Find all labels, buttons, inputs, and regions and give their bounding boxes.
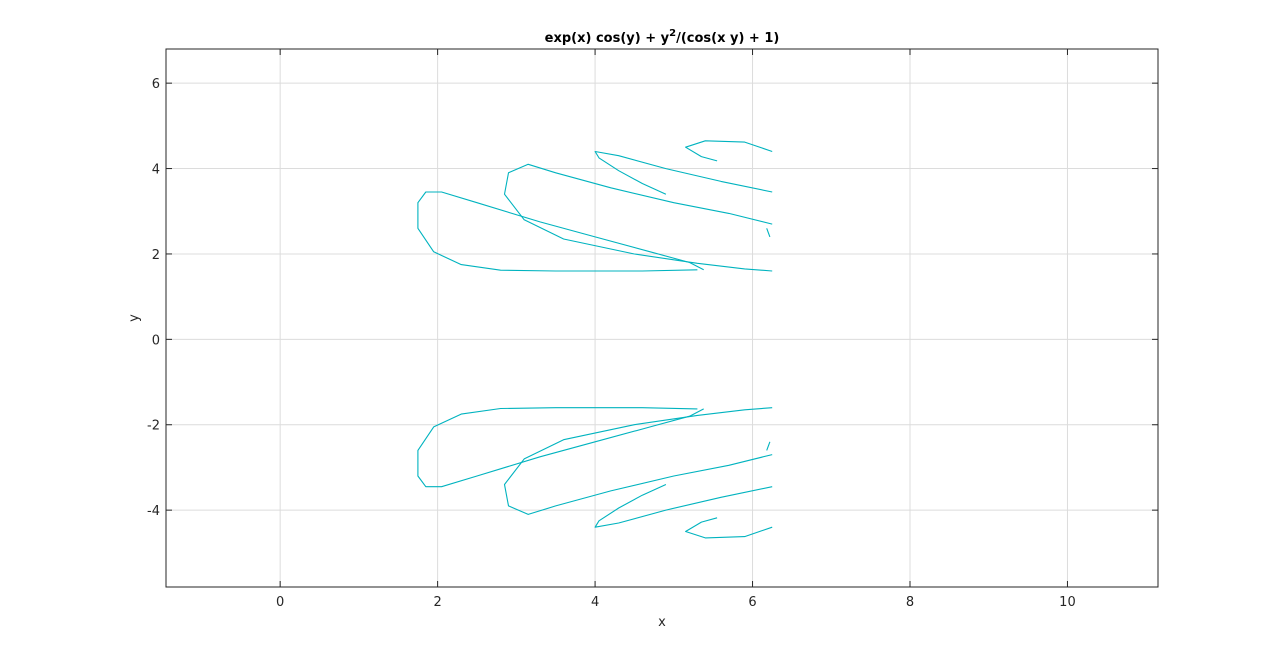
y-tick-label: 6	[152, 77, 160, 92]
contour-line	[503, 407, 773, 515]
x-tick-label: 6	[748, 595, 756, 610]
contour-line	[685, 517, 773, 539]
y-axis-label: y	[127, 314, 142, 322]
y-tick-label: -2	[147, 419, 160, 434]
x-tick-label: 10	[1059, 595, 1076, 610]
y-tick-label: -4	[147, 504, 160, 519]
y-tick-label: 4	[152, 163, 160, 178]
plot-area-frame	[165, 48, 1159, 588]
contour-line	[417, 407, 704, 488]
axis-ticks: 0 2 4 6 8 10 -4 -2 0 2 4 6	[147, 49, 1158, 610]
contour-line	[417, 191, 704, 272]
contour-line	[685, 140, 773, 162]
contour-line	[766, 441, 771, 451]
x-tick-label: 4	[591, 595, 599, 610]
grid	[166, 49, 1158, 587]
contour-line	[594, 150, 773, 195]
contour-line	[503, 163, 773, 272]
title-superscript: 2	[669, 28, 676, 39]
y-tick-label: 0	[152, 333, 160, 348]
y-tick-label: 2	[152, 248, 160, 263]
x-axis-label: x	[658, 615, 666, 630]
contour-line	[594, 483, 773, 528]
title-main: exp(x) cos(y) + y	[545, 31, 670, 46]
title-rest: /(cos(x y) + 1)	[676, 31, 779, 46]
x-tick-label: 8	[906, 595, 914, 610]
contour-lines	[417, 140, 773, 539]
chart-title: exp(x) cos(y) + y2/(cos(x y) + 1)	[545, 28, 780, 46]
contour-line	[766, 228, 771, 238]
x-tick-label: 0	[276, 595, 284, 610]
x-tick-label: 2	[433, 595, 441, 610]
